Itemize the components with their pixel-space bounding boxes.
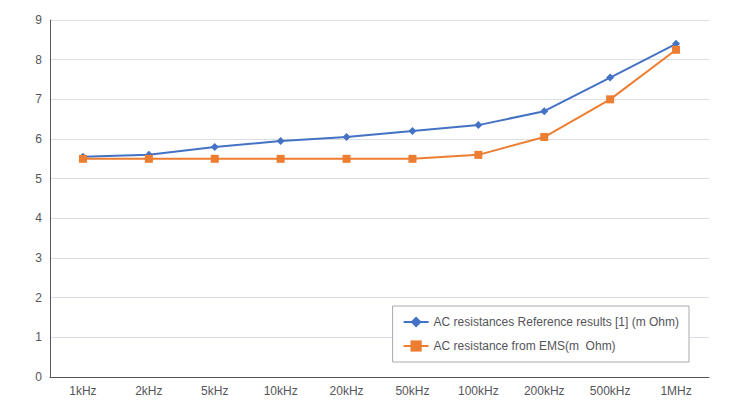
svg-text:AC resistances Reference resul: AC resistances Reference results [1] (m … — [434, 315, 679, 329]
svg-text:5kHz: 5kHz — [201, 384, 228, 398]
svg-text:2: 2 — [35, 291, 42, 305]
svg-text:50kHz: 50kHz — [395, 384, 429, 398]
svg-text:6: 6 — [35, 132, 42, 146]
svg-text:AC resistance from EMS(m Ohm): AC resistance from EMS(m Ohm) — [434, 339, 616, 353]
svg-text:1: 1 — [35, 330, 42, 344]
svg-text:1kHz: 1kHz — [69, 384, 96, 398]
svg-text:5: 5 — [35, 172, 42, 186]
svg-text:4: 4 — [35, 211, 42, 225]
svg-text:0: 0 — [35, 370, 42, 384]
svg-text:2kHz: 2kHz — [135, 384, 162, 398]
svg-text:200kHz: 200kHz — [524, 384, 565, 398]
svg-text:20kHz: 20kHz — [330, 384, 364, 398]
svg-text:10kHz: 10kHz — [264, 384, 298, 398]
svg-text:7: 7 — [35, 92, 42, 106]
svg-text:3: 3 — [35, 251, 42, 265]
svg-text:500kHz: 500kHz — [590, 384, 631, 398]
svg-text:9: 9 — [35, 13, 42, 27]
svg-text:8: 8 — [35, 53, 42, 67]
svg-text:100kHz: 100kHz — [458, 384, 499, 398]
svg-text:1MHz: 1MHz — [660, 384, 691, 398]
